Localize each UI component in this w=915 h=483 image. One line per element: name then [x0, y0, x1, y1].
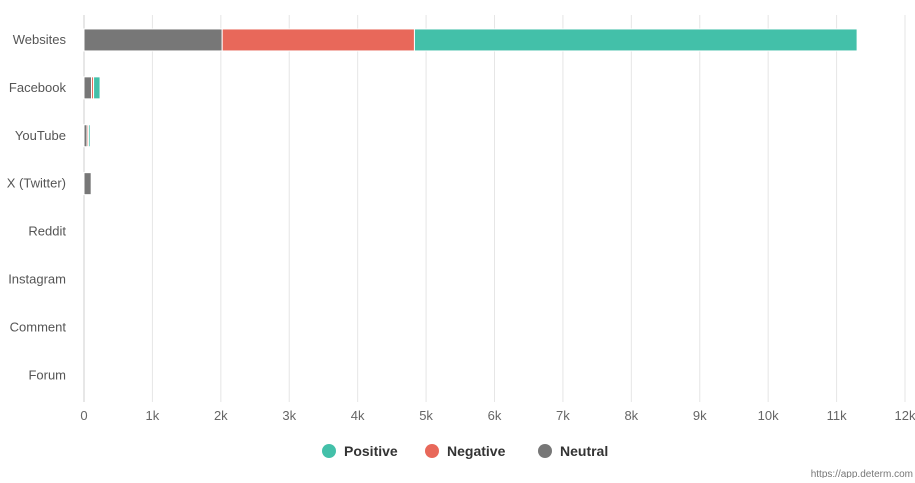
legend-swatch [425, 444, 439, 458]
legend-label: Negative [447, 443, 506, 459]
y-category-label: Facebook [9, 80, 67, 95]
x-tick-label: 3k [282, 408, 296, 423]
x-tick-label: 5k [419, 408, 433, 423]
y-category-label: X (Twitter) [7, 176, 66, 191]
y-category-label: Instagram [8, 271, 66, 286]
y-category-label: Forum [28, 367, 66, 382]
x-tick-label: 0 [80, 408, 87, 423]
y-category-label: YouTube [15, 128, 66, 143]
x-tick-label: 7k [556, 408, 570, 423]
x-tick-label: 2k [214, 408, 228, 423]
grid-lines [83, 15, 906, 402]
bar-segment[interactable] [83, 28, 223, 52]
x-tick-label: 9k [693, 408, 707, 423]
bar-segment[interactable] [83, 76, 93, 100]
legend: Positive Negative Neutral [322, 443, 608, 459]
x-tick-label: 12k [895, 408, 915, 423]
legend-label: Neutral [560, 443, 608, 459]
y-category-label: Websites [13, 32, 67, 47]
bar-segment[interactable] [87, 124, 91, 148]
x-tick-label: 8k [624, 408, 638, 423]
bar-segment[interactable] [221, 28, 415, 52]
bar-segment[interactable] [93, 76, 101, 100]
legend-swatch [538, 444, 552, 458]
legend-item[interactable]: Positive [322, 443, 398, 459]
legend-swatch [322, 444, 336, 458]
y-category-label: Comment [10, 319, 67, 334]
axes: 0 1k 2k 3k 4k 5k 6k 7k 8k 9k 10k 11k 12k Websites Face… [7, 32, 915, 423]
bar-segment[interactable] [83, 172, 92, 196]
x-tick-label: 4k [351, 408, 365, 423]
x-tick-label: 11k [827, 408, 847, 423]
x-tick-label: 1k [146, 408, 160, 423]
legend-label: Positive [344, 443, 398, 459]
legend-item[interactable]: Neutral [538, 443, 608, 459]
bar-segment[interactable] [413, 28, 858, 52]
bars [83, 28, 858, 196]
credit-text[interactable]: https://app.determ.com [811, 469, 913, 480]
legend-item[interactable]: Negative [425, 443, 506, 459]
x-tick-label: 10k [758, 408, 779, 423]
x-tick-label: 6k [488, 408, 502, 423]
y-category-label: Reddit [28, 224, 66, 239]
